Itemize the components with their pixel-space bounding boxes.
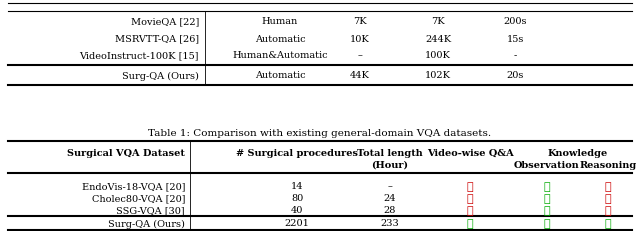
Text: 44K: 44K xyxy=(350,71,370,80)
Text: ✓: ✓ xyxy=(544,193,550,204)
Text: Video-wise Q&A: Video-wise Q&A xyxy=(427,148,513,157)
Text: SSG-VQA [30]: SSG-VQA [30] xyxy=(116,206,185,215)
Text: Reasoning: Reasoning xyxy=(579,160,637,169)
Text: 28: 28 xyxy=(384,206,396,215)
Text: EndoVis-18-VQA [20]: EndoVis-18-VQA [20] xyxy=(81,182,185,191)
Text: 15s: 15s xyxy=(506,34,524,43)
Text: ✓: ✓ xyxy=(605,218,611,228)
Text: –: – xyxy=(388,182,392,191)
Text: MovieQA [22]: MovieQA [22] xyxy=(131,17,199,26)
Text: 10K: 10K xyxy=(350,34,370,43)
Text: Total length: Total length xyxy=(357,148,423,157)
Text: 200s: 200s xyxy=(503,17,527,26)
Text: MSRVTT-QA [26]: MSRVTT-QA [26] xyxy=(115,34,199,43)
Text: 40: 40 xyxy=(291,206,303,215)
Text: Observation: Observation xyxy=(514,160,580,169)
Text: VideoInstruct-100K [15]: VideoInstruct-100K [15] xyxy=(79,51,199,60)
Text: Surg-QA (Ours): Surg-QA (Ours) xyxy=(108,219,185,228)
Text: Table 1: Comparison with existing general-domain VQA datasets.: Table 1: Comparison with existing genera… xyxy=(148,128,492,137)
Text: ✗: ✗ xyxy=(605,193,611,204)
Text: 100K: 100K xyxy=(425,51,451,60)
Text: ✓: ✓ xyxy=(544,205,550,216)
Text: ✓: ✓ xyxy=(467,218,474,228)
Text: 244K: 244K xyxy=(425,34,451,43)
Text: # Surgical procedures: # Surgical procedures xyxy=(236,148,358,157)
Text: ✗: ✗ xyxy=(467,181,474,192)
Text: ✓: ✓ xyxy=(544,218,550,228)
Text: Automatic: Automatic xyxy=(255,71,305,80)
Text: ✗: ✗ xyxy=(467,205,474,216)
Text: 7K: 7K xyxy=(431,17,445,26)
Text: 14: 14 xyxy=(291,182,303,191)
Text: ✗: ✗ xyxy=(605,181,611,192)
Text: (Hour): (Hour) xyxy=(371,160,408,169)
Text: 80: 80 xyxy=(291,194,303,203)
Text: Cholec80-VQA [20]: Cholec80-VQA [20] xyxy=(92,194,185,203)
Text: Surg-QA (Ours): Surg-QA (Ours) xyxy=(122,71,199,80)
Text: Human: Human xyxy=(262,17,298,26)
Text: ✗: ✗ xyxy=(605,205,611,216)
Text: Surgical VQA Dataset: Surgical VQA Dataset xyxy=(67,148,185,157)
Text: ✓: ✓ xyxy=(544,181,550,192)
Text: 102K: 102K xyxy=(425,71,451,80)
Text: –: – xyxy=(358,51,362,60)
Text: Human&Automatic: Human&Automatic xyxy=(232,51,328,60)
Text: 2201: 2201 xyxy=(285,219,309,228)
Text: Automatic: Automatic xyxy=(255,34,305,43)
Text: ✗: ✗ xyxy=(467,193,474,204)
Text: 20s: 20s xyxy=(506,71,524,80)
Text: 24: 24 xyxy=(384,194,396,203)
Text: 233: 233 xyxy=(381,219,399,228)
Text: -: - xyxy=(513,51,516,60)
Text: 7K: 7K xyxy=(353,17,367,26)
Text: Knowledge: Knowledge xyxy=(547,148,607,157)
